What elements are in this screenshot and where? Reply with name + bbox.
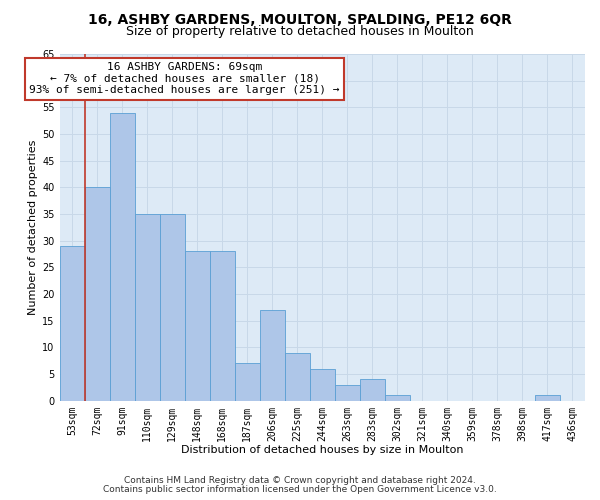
Bar: [59, 246, 85, 400]
Y-axis label: Number of detached properties: Number of detached properties: [28, 140, 38, 315]
Bar: [85, 188, 110, 400]
X-axis label: Distribution of detached houses by size in Moulton: Distribution of detached houses by size …: [181, 445, 464, 455]
Text: 16 ASHBY GARDENS: 69sqm
← 7% of detached houses are smaller (18)
93% of semi-det: 16 ASHBY GARDENS: 69sqm ← 7% of detached…: [29, 62, 340, 95]
Bar: [185, 252, 209, 400]
Text: Contains public sector information licensed under the Open Government Licence v3: Contains public sector information licen…: [103, 485, 497, 494]
Bar: [260, 310, 285, 400]
Bar: [235, 364, 260, 401]
Bar: [110, 112, 134, 401]
Text: Size of property relative to detached houses in Moulton: Size of property relative to detached ho…: [126, 25, 474, 38]
Bar: [360, 380, 385, 400]
Text: Contains HM Land Registry data © Crown copyright and database right 2024.: Contains HM Land Registry data © Crown c…: [124, 476, 476, 485]
Text: 16, ASHBY GARDENS, MOULTON, SPALDING, PE12 6QR: 16, ASHBY GARDENS, MOULTON, SPALDING, PE…: [88, 12, 512, 26]
Bar: [335, 384, 360, 400]
Bar: [310, 368, 335, 400]
Bar: [385, 396, 410, 400]
Bar: [160, 214, 185, 400]
Bar: [134, 214, 160, 400]
Bar: [285, 352, 310, 401]
Bar: [209, 252, 235, 400]
Bar: [535, 396, 560, 400]
